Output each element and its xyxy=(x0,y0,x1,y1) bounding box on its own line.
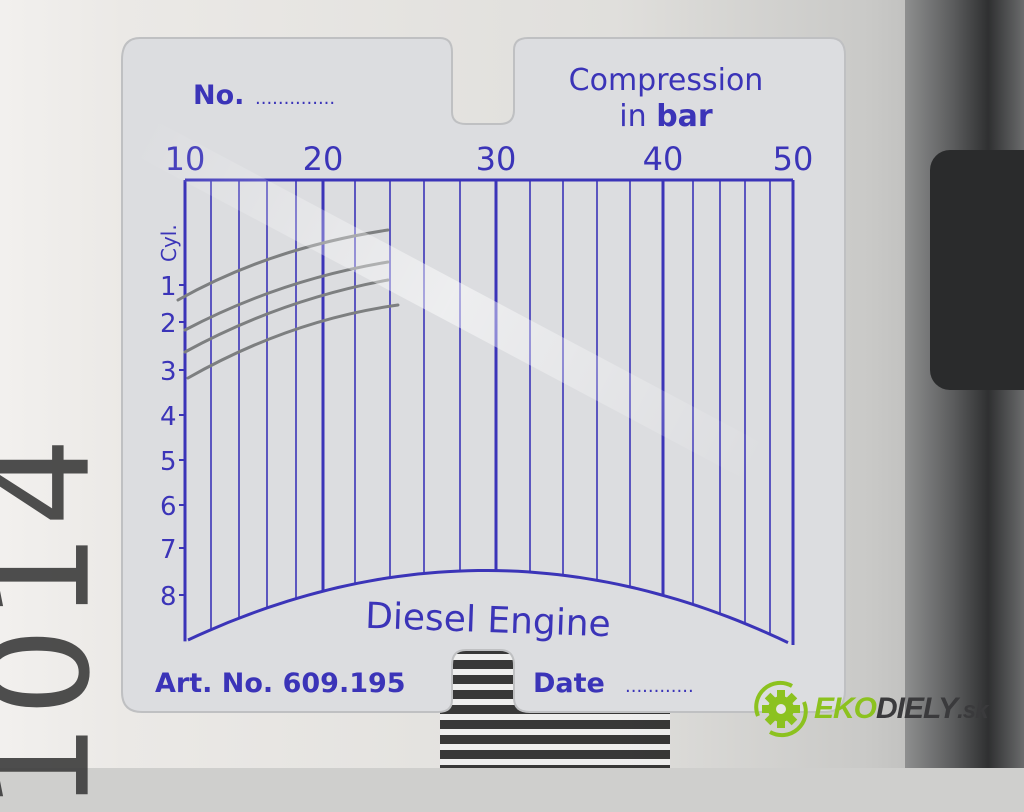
cyl-axis-label: Cyl. xyxy=(157,224,181,262)
cylinder-label: 7 xyxy=(160,535,177,565)
no-label: No. xyxy=(193,80,244,111)
compression-test-card: No. .............. Compression in bar 10… xyxy=(121,37,846,713)
art-no: Art. No. 609.195 xyxy=(155,668,406,699)
cylinder-label: 3 xyxy=(160,357,177,387)
cylinder-label: 1 xyxy=(160,272,177,302)
scale-label: 30 xyxy=(476,140,517,178)
ekodiely-watermark: EKODIELY.sk xyxy=(748,676,989,742)
grid-bottom-arc xyxy=(187,569,789,644)
scale-label: 40 xyxy=(643,140,684,178)
brand-text: EKODIELY.sk xyxy=(814,692,989,725)
title-compression: Compression xyxy=(569,63,764,98)
no-dots: .............. xyxy=(255,88,335,109)
title-in-bar: in bar xyxy=(619,99,713,134)
date-dots: ............ xyxy=(625,676,694,697)
cylinder-label: 5 xyxy=(160,447,177,477)
scale-label: 10 xyxy=(165,140,206,178)
scale-label: 20 xyxy=(303,140,344,178)
scale-label: 50 xyxy=(773,140,814,178)
cylinder-label: 4 xyxy=(160,402,177,432)
cylinder-label: 8 xyxy=(160,582,177,612)
date-label: Date xyxy=(533,668,605,699)
cylinder-label: 6 xyxy=(160,492,177,522)
cylinder-label: 2 xyxy=(160,309,177,339)
gear-recycle-icon xyxy=(754,680,808,738)
engine-label: Diesel Engine xyxy=(365,596,612,646)
dark-component xyxy=(930,150,1024,390)
